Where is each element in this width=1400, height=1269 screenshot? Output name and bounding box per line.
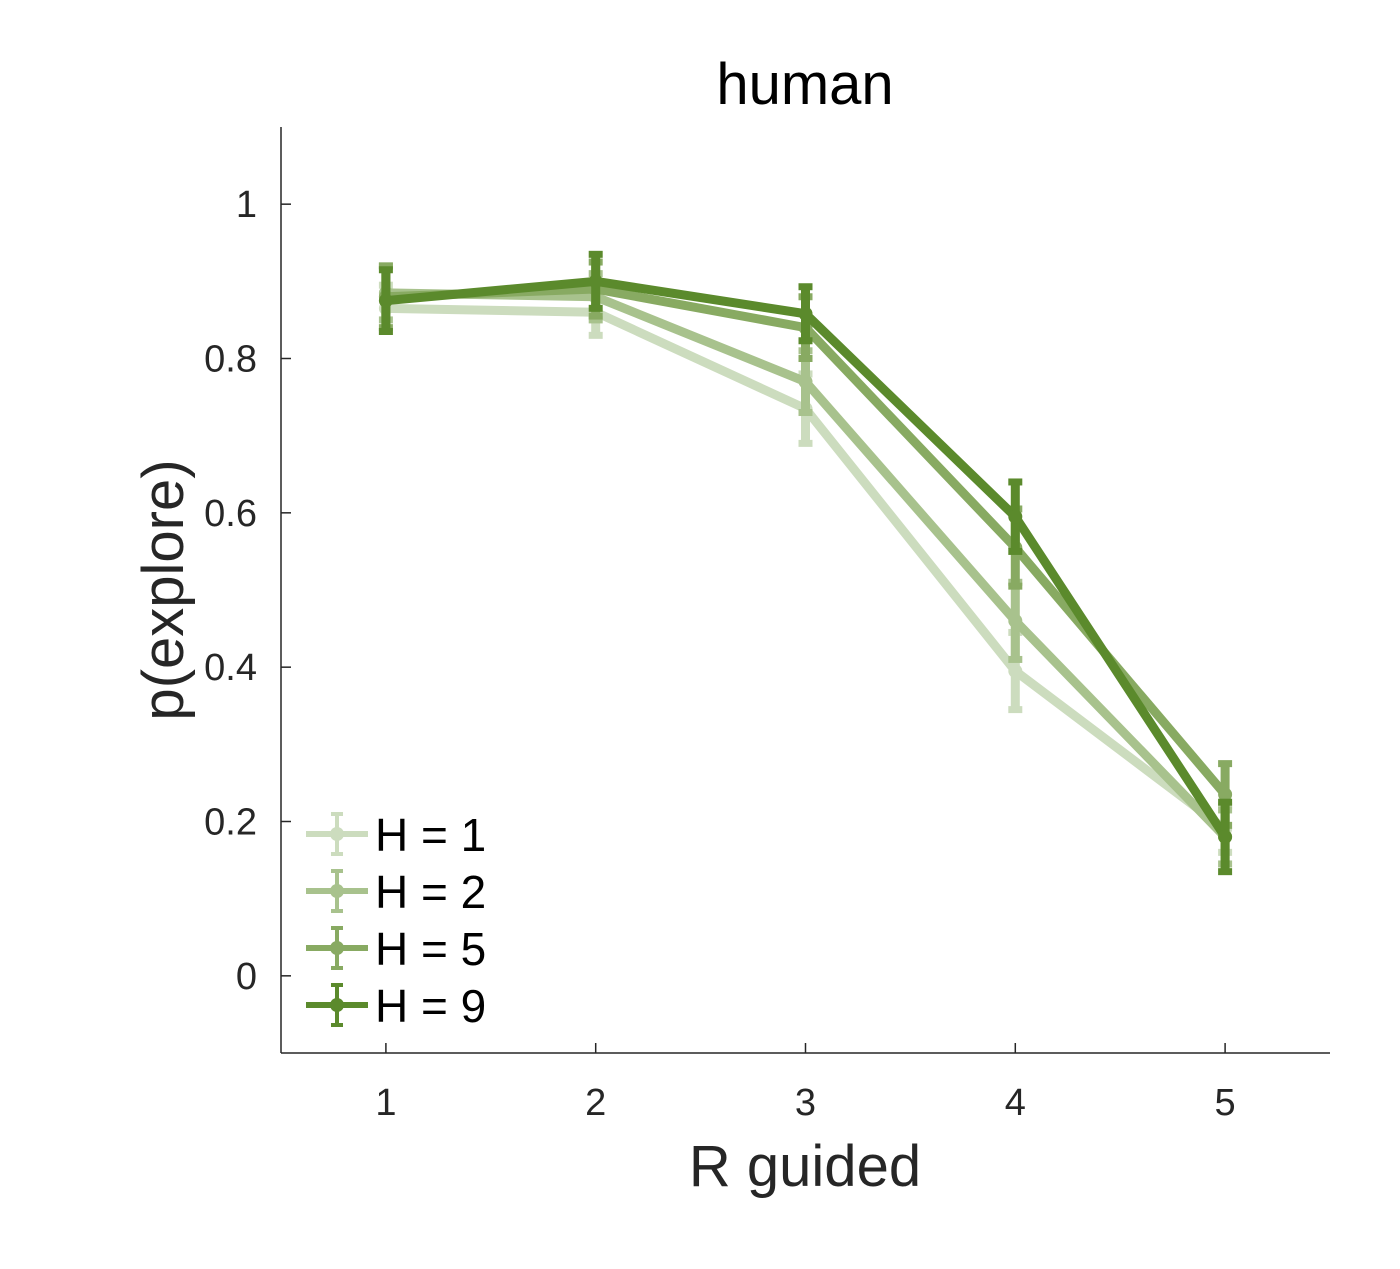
y-tick-label: 0.4	[204, 647, 257, 689]
legend-item: H = 2	[306, 866, 486, 918]
data-point	[1008, 664, 1023, 679]
y-tick-label: 0.6	[204, 493, 257, 535]
legend-item: H = 9	[306, 980, 486, 1032]
legend-label: H = 1	[375, 809, 486, 861]
legend-label: H = 9	[375, 980, 486, 1032]
y-tick-label: 1	[236, 184, 257, 226]
y-tick-label: 0	[236, 956, 257, 998]
x-axis-title: R guided	[689, 1134, 921, 1199]
legend-label: H = 2	[375, 866, 486, 918]
legend-swatch-marker	[330, 941, 344, 955]
data-point	[378, 293, 393, 308]
x-tick-label: 3	[795, 1082, 816, 1124]
x-tick-label: 5	[1215, 1082, 1236, 1124]
data-point	[1218, 787, 1233, 802]
data-point	[588, 274, 603, 289]
legend-swatch-marker	[330, 998, 344, 1012]
series-layer	[378, 250, 1233, 876]
data-point	[798, 374, 813, 389]
legend-item: H = 1	[306, 809, 486, 861]
legend-item: H = 5	[306, 923, 486, 975]
legend-swatch-marker	[330, 884, 344, 898]
y-ticks: 0 0.2 0.4 0.6 0.8 1	[204, 184, 291, 998]
data-point	[798, 306, 813, 321]
y-tick-label: 0.8	[204, 339, 257, 381]
chart-title: human	[716, 52, 893, 117]
y-axis-title: p(explore)	[131, 459, 196, 720]
data-point	[1008, 509, 1023, 524]
x-tick-label: 4	[1005, 1082, 1026, 1124]
legend: H = 1H = 2H = 5H = 9	[306, 809, 486, 1032]
y-tick-label: 0.2	[204, 802, 257, 844]
x-tick-label: 2	[585, 1082, 606, 1124]
legend-swatch-marker	[330, 827, 344, 841]
series-4	[378, 250, 1233, 876]
data-point	[1218, 829, 1233, 844]
legend-label: H = 5	[375, 923, 486, 975]
data-point	[1008, 613, 1023, 628]
x-tick-label: 1	[375, 1082, 396, 1124]
x-ticks: 1 2 3 4 5	[375, 1043, 1236, 1124]
